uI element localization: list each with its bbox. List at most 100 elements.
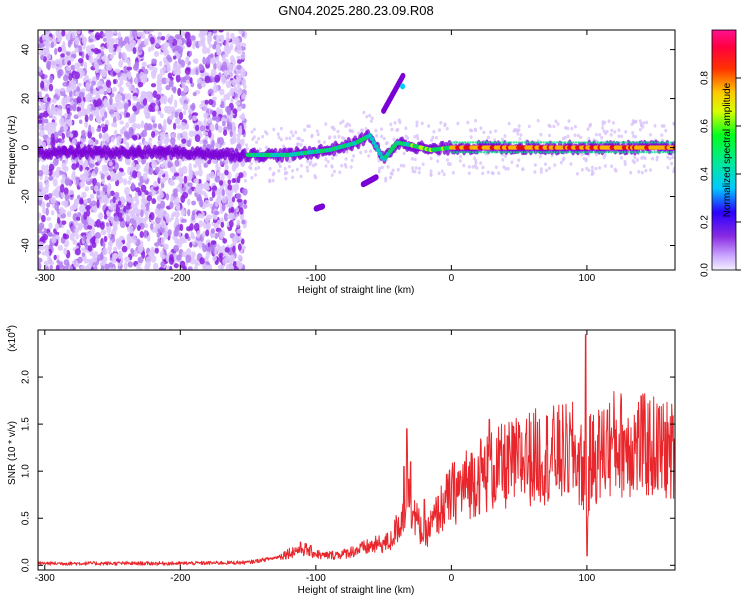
spectrogram-noise-cell	[429, 169, 433, 173]
spectrogram-noise-cell	[72, 203, 77, 209]
spectrogram-halo-cell	[604, 141, 608, 144]
spectrogram-noise-cell	[60, 138, 65, 144]
spectrogram-halo-cell	[580, 141, 583, 144]
spectrogram-halo-cell	[640, 141, 643, 144]
spectrogram-noise-cell	[212, 255, 217, 262]
spectrogram-noise-cell	[84, 114, 89, 123]
spectrogram-noise-cell	[566, 134, 570, 139]
spectrogram-noise-cell	[123, 130, 129, 138]
spectrogram-noise-cell	[289, 159, 293, 163]
spectrogram-noise-cell	[74, 248, 81, 256]
spectrogram-halo-cell	[466, 141, 469, 144]
spectrogram-noise-cell	[91, 106, 97, 111]
spectrogram-halo-cell	[645, 141, 648, 144]
spectrogram-noise-cell	[195, 124, 200, 132]
spectrogram-halo-cell	[453, 141, 456, 144]
spectrogram-noise-cell	[617, 134, 621, 139]
spectrogram-noise-cell	[174, 217, 180, 226]
spectrogram-noise-cell	[224, 163, 229, 172]
spectrogram-noise-cell	[459, 154, 463, 159]
spectrogram-noise-cell	[118, 217, 124, 222]
spectrogram-noise-cell	[199, 125, 206, 132]
spectrogram-noise-cell	[48, 175, 54, 181]
spectrogram-noise-cell	[236, 219, 241, 226]
spectrogram-noise-cell	[180, 121, 187, 131]
spectrogram-noise-cell	[268, 179, 272, 184]
y-tick-label: 1.0	[21, 464, 32, 478]
spectrogram-noise-cell	[202, 139, 208, 145]
spectrogram-halo-cell	[507, 151, 510, 154]
spectrogram-noise-cell	[155, 42, 160, 48]
x-tick-label: 0	[449, 573, 455, 584]
spectrogram-noise-cell	[76, 82, 82, 87]
spectrogram-noise-cell	[40, 80, 45, 89]
spectrogram-noise-cell	[160, 163, 165, 168]
spectrogram-halo-cell	[566, 151, 570, 154]
spectrogram-noise-cell	[610, 128, 614, 133]
spectrogram-halo-cell	[656, 151, 659, 154]
colorbar-ticks: 0.0 0.2 0.4 0.6 0.8	[700, 71, 741, 277]
spectrogram-noise-cell	[448, 162, 452, 166]
spectrogram-noise-cell	[126, 66, 133, 71]
spectrogram-noise-cell	[167, 35, 174, 44]
spectrogram-noise-cell	[471, 165, 475, 169]
spectrogram-noise-cell	[554, 119, 558, 124]
spectrogram-noise-cell	[671, 155, 675, 160]
colorbar-tick-label: 0.8	[700, 71, 711, 85]
spectrogram-noise-cell	[66, 107, 71, 115]
spectrogram-noise-cell	[49, 260, 55, 266]
spectrogram-noise-cell	[279, 137, 283, 142]
spectrogram-noise-cell	[38, 257, 43, 263]
spectrogram-noise-cell	[184, 31, 191, 40]
spectrogram-noise-cell	[44, 84, 49, 92]
spectrogram-noise-cell	[144, 30, 149, 35]
spectrogram-noise-cell	[38, 169, 44, 177]
spectrogram-noise-cell	[533, 163, 537, 167]
spectrogram-noise-cell	[445, 126, 449, 131]
spectrogram-noise-cell	[125, 58, 130, 64]
spectrogram-noise-cell	[415, 133, 419, 138]
spectrogram-noise-cell	[64, 193, 70, 201]
spectrogram-noise-cell	[510, 160, 514, 164]
spectrogram-noise-cell	[199, 199, 204, 208]
colorbar-tick-label: 0.0	[700, 263, 711, 277]
spectrogram-noise-cell	[141, 250, 146, 259]
spectrogram-noise-cell	[48, 163, 55, 172]
spectrogram-noise-cell	[255, 140, 259, 145]
spectrogram-noise-cell	[488, 130, 492, 135]
spectrogram-noise-cell	[209, 53, 214, 58]
spectrogram-noise-cell	[48, 192, 53, 198]
spectrogram-noise-cell	[402, 164, 406, 168]
spectrogram-noise-cell	[55, 190, 60, 199]
spectrogram-noise-cell	[254, 166, 258, 171]
spectrogram-noise-cell	[106, 211, 111, 217]
spectrogram-noise-cell	[45, 44, 49, 53]
spectrogram-noise-cell	[386, 165, 390, 169]
spectrogram-noise-cell	[177, 38, 183, 45]
spectrogram-noise-cell	[474, 118, 478, 123]
spectrogram-noise-cell	[538, 154, 542, 159]
spectrogram-noise-cell	[305, 165, 309, 170]
spectrogram-halo-cell	[621, 151, 624, 154]
spectrogram-noise-cell	[632, 160, 636, 165]
y-tick-label: 0	[21, 144, 32, 150]
spectrogram-noise-cell	[466, 120, 470, 125]
spectrogram-noise-cell	[437, 171, 441, 176]
spectrogram-noise-cell	[225, 37, 231, 42]
spectrogram-noise-cell	[157, 87, 162, 97]
spectrogram-halo-cell	[650, 151, 654, 154]
spectrogram-noise-cell	[43, 228, 47, 234]
spectrogram-noise-cell	[241, 103, 246, 109]
spectrogram-noise-cell	[389, 122, 393, 127]
spectrogram-noise-cell	[216, 49, 222, 56]
spectrogram-noise-cell	[603, 164, 607, 168]
spectrogram-halo-cell	[482, 151, 486, 154]
spectrogram-noise-cell	[152, 123, 158, 128]
spectrogram-noise-cell	[375, 133, 379, 138]
spectrogram-noise-cell	[220, 100, 225, 108]
spectrogram-noise-cell	[47, 63, 51, 71]
spectrogram-noise-cell	[236, 175, 241, 184]
spectrogram-noise-cell	[130, 161, 135, 168]
spectrogram-noise-cell	[586, 127, 590, 131]
spectrogram-noise-cell	[243, 199, 247, 205]
